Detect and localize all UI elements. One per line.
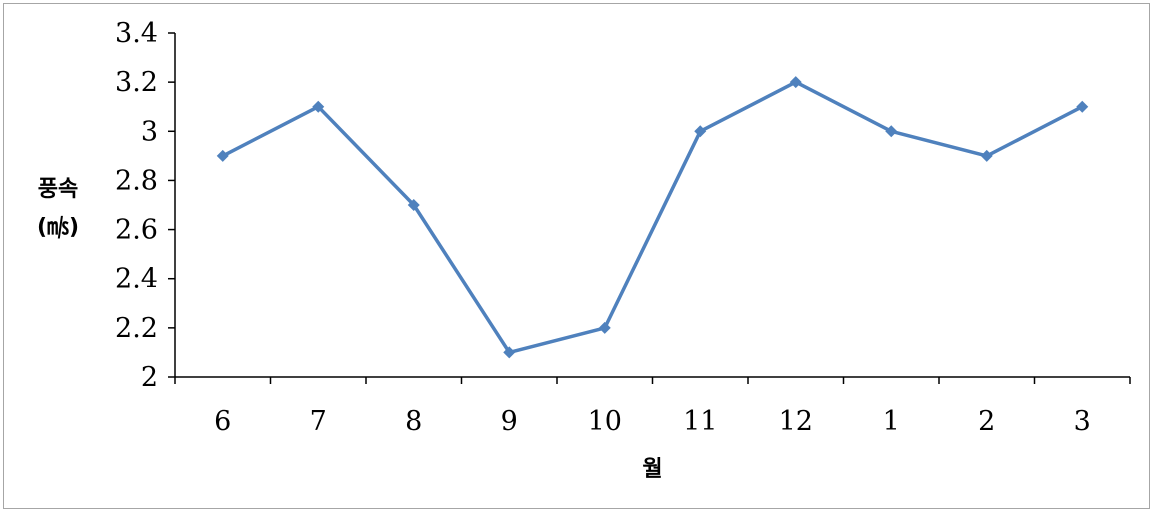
y-tick-label: 3.2 bbox=[115, 67, 158, 98]
x-axis-ticks: 6 7 8 9 10 11 12 1 2 3 bbox=[174, 377, 1131, 437]
x-tick-label: 9 bbox=[501, 406, 518, 437]
chart-area bbox=[3, 3, 1150, 509]
series-line bbox=[221, 80, 1084, 355]
data-point-marker bbox=[885, 125, 898, 138]
x-tick-label: 10 bbox=[588, 406, 622, 437]
data-point-marker bbox=[312, 100, 325, 113]
data-point-marker bbox=[407, 199, 420, 211]
data-point-marker bbox=[789, 76, 802, 89]
x-tick-label: 1 bbox=[883, 406, 900, 437]
data-point-marker bbox=[1076, 100, 1089, 113]
data-point-marker bbox=[694, 125, 707, 138]
y-tick-label: 2.4 bbox=[115, 264, 158, 295]
data-point-marker bbox=[503, 346, 516, 359]
series-layer bbox=[216, 76, 1089, 359]
y-tick-label: 2.6 bbox=[115, 215, 158, 246]
y-tick-label: 2.2 bbox=[115, 313, 158, 344]
y-axis-ticks: 2 2.2 2.4 2.6 2.8 3 3.2 3.4 bbox=[115, 18, 175, 393]
y-tick-label: 3.4 bbox=[115, 18, 158, 49]
x-tick-label: 11 bbox=[683, 406, 717, 437]
y-tick-label: 2 bbox=[141, 362, 158, 393]
y-axis-title-line-1: 풍속 bbox=[38, 177, 78, 202]
data-point-marker bbox=[216, 149, 229, 162]
data-point-marker bbox=[980, 149, 993, 162]
x-tick-label: 8 bbox=[405, 406, 422, 437]
y-axis-title-line-2: (㎧) bbox=[37, 215, 79, 240]
x-tick-label: 3 bbox=[1074, 406, 1091, 437]
x-tick-label: 12 bbox=[779, 406, 813, 437]
x-tick-label: 2 bbox=[978, 406, 995, 437]
y-tick-label: 3 bbox=[141, 116, 158, 147]
x-tick-label: 6 bbox=[214, 406, 231, 437]
y-tick-label: 2.8 bbox=[115, 165, 158, 196]
x-axis-title: 월 bbox=[642, 457, 662, 482]
x-tick-label: 7 bbox=[310, 406, 327, 437]
data-point-marker bbox=[598, 321, 611, 334]
